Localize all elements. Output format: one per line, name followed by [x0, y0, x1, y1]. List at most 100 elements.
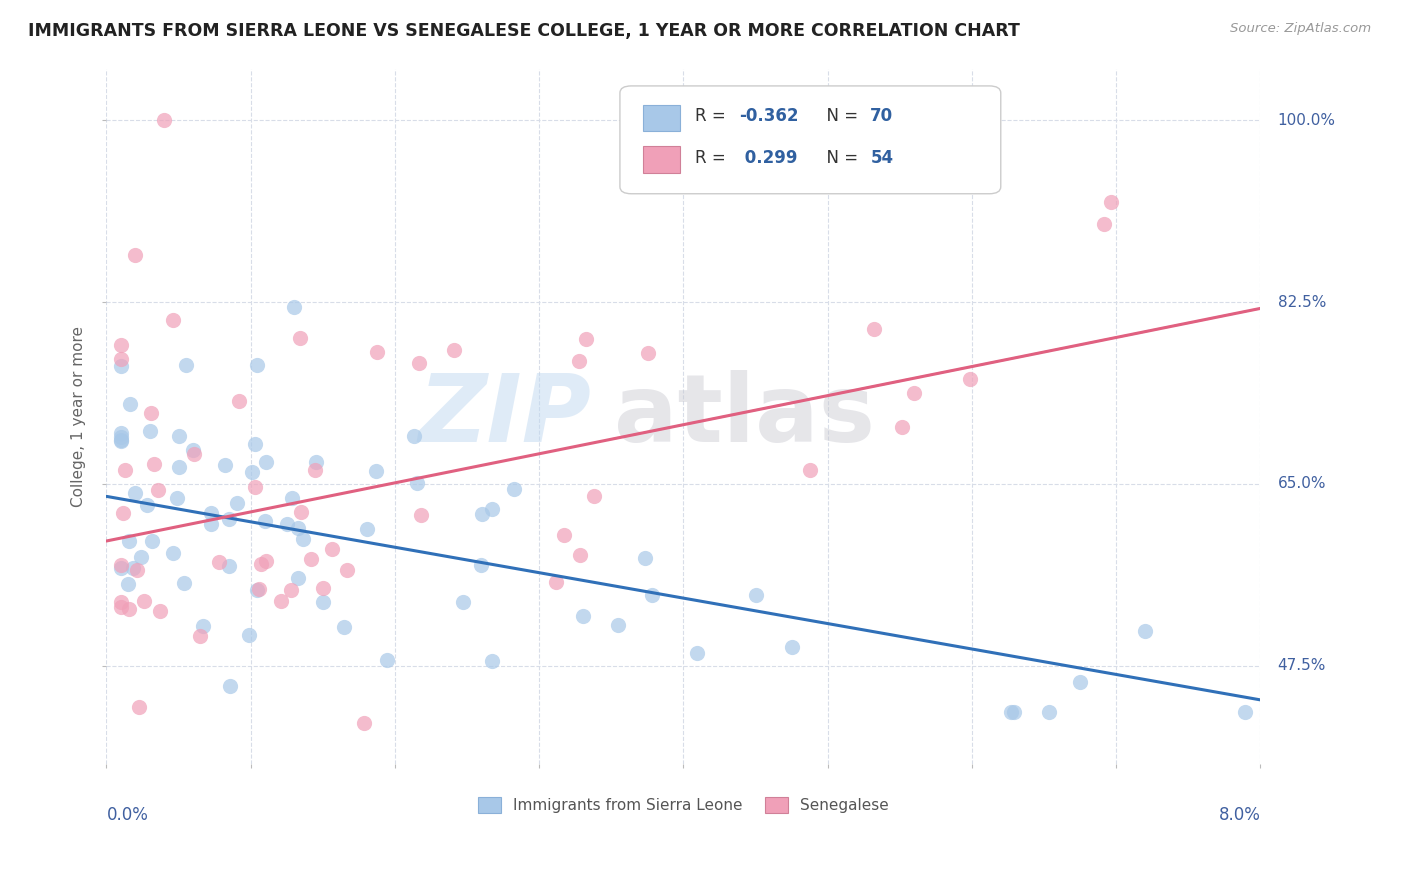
Point [443, 343, 465, 357]
Point [575, 332, 598, 346]
Point [139, 406, 162, 420]
Point [375, 653, 398, 667]
Text: ZIP: ZIP [418, 370, 591, 462]
Text: Source: ZipAtlas.com: Source: ZipAtlas.com [1230, 22, 1371, 36]
Point [572, 608, 595, 623]
Point [890, 420, 912, 434]
Point [218, 558, 240, 573]
Point [799, 462, 821, 476]
Text: atlas: atlas [614, 370, 875, 462]
Point [568, 353, 591, 368]
Point [228, 394, 250, 409]
Point [247, 582, 270, 596]
Point [292, 533, 315, 547]
Point [366, 344, 388, 359]
Point [110, 558, 132, 573]
Point [959, 372, 981, 386]
Point [142, 457, 165, 471]
Point [243, 437, 266, 451]
Point [903, 385, 925, 400]
Point [200, 517, 222, 532]
Point [544, 575, 567, 590]
Point [304, 463, 326, 477]
Point [141, 533, 163, 548]
Point [129, 549, 152, 564]
Point [1000, 706, 1022, 720]
Point [250, 557, 273, 571]
Point [254, 554, 277, 568]
Point [117, 577, 139, 591]
Point [312, 582, 335, 596]
Point [218, 511, 240, 525]
Text: 70: 70 [870, 107, 893, 125]
Point [110, 425, 132, 440]
Point [134, 594, 156, 608]
Point [583, 489, 606, 503]
Point [312, 595, 335, 609]
Point [451, 595, 474, 609]
Text: N =: N = [815, 107, 863, 125]
Point [139, 424, 162, 438]
Point [118, 602, 141, 616]
Point [124, 248, 146, 262]
Point [183, 447, 205, 461]
Point [110, 338, 132, 352]
Point [110, 351, 132, 366]
Point [238, 628, 260, 642]
Point [111, 506, 134, 520]
Text: 54: 54 [870, 149, 893, 167]
Point [408, 356, 430, 370]
Point [200, 506, 222, 520]
FancyBboxPatch shape [643, 146, 681, 173]
Text: 0.0%: 0.0% [107, 806, 148, 824]
Point [218, 679, 240, 693]
Point [110, 561, 132, 575]
Point [240, 465, 263, 479]
Point [254, 514, 277, 528]
FancyBboxPatch shape [643, 104, 681, 131]
Point [553, 528, 575, 542]
Point [225, 496, 247, 510]
Y-axis label: College, 1 year or more: College, 1 year or more [72, 326, 86, 507]
Text: 100.0%: 100.0% [1278, 113, 1336, 128]
Point [569, 548, 592, 562]
Point [1092, 217, 1115, 231]
Point [128, 699, 150, 714]
Text: 0.299: 0.299 [738, 149, 797, 167]
Point [124, 485, 146, 500]
Text: R =: R = [695, 107, 731, 125]
Point [110, 599, 132, 614]
Point [153, 113, 176, 128]
Text: 47.5%: 47.5% [1278, 658, 1326, 673]
Point [471, 507, 494, 521]
Point [1038, 706, 1060, 720]
Text: 82.5%: 82.5% [1278, 294, 1326, 310]
Point [281, 491, 304, 505]
Point [356, 522, 378, 536]
Point [863, 322, 886, 336]
Point [353, 715, 375, 730]
Point [1233, 706, 1256, 720]
Point [304, 455, 326, 469]
Point [166, 491, 188, 505]
Point [321, 541, 343, 556]
Point [208, 555, 231, 569]
Point [118, 397, 141, 411]
Point [243, 480, 266, 494]
Point [167, 459, 190, 474]
Point [121, 561, 143, 575]
Text: IMMIGRANTS FROM SIERRA LEONE VS SENEGALESE COLLEGE, 1 YEAR OR MORE CORRELATION C: IMMIGRANTS FROM SIERRA LEONE VS SENEGALE… [28, 22, 1019, 40]
FancyBboxPatch shape [620, 86, 1001, 194]
Point [118, 534, 141, 549]
Point [299, 552, 322, 566]
Point [270, 594, 292, 608]
Point [214, 458, 236, 472]
Point [287, 570, 309, 584]
Legend: Immigrants from Sierra Leone, Senegalese: Immigrants from Sierra Leone, Senegalese [471, 791, 896, 819]
Point [402, 428, 425, 442]
Point [110, 430, 132, 444]
Text: -0.362: -0.362 [738, 107, 799, 125]
Point [181, 442, 204, 457]
Point [336, 562, 359, 576]
Point [686, 646, 709, 660]
